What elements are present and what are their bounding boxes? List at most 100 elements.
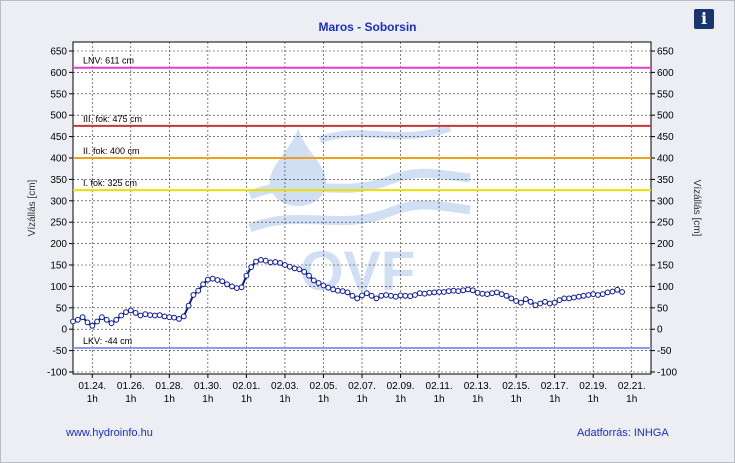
series-point <box>349 292 356 299</box>
y-tick-label: 50 <box>56 303 68 314</box>
x-tick-hour: 1h <box>511 394 522 405</box>
series-point <box>344 289 351 296</box>
series-point <box>262 257 269 264</box>
x-tick-label: 02.19. <box>579 381 607 392</box>
series-point <box>214 277 221 283</box>
series-point <box>94 318 100 325</box>
ref-label-fok3: III. fok: 475 cm <box>83 114 142 124</box>
x-tick-hour: 1h <box>356 394 367 405</box>
y-tick-label: 600 <box>50 68 67 79</box>
x-tick-hour: 1h <box>588 394 599 405</box>
y-tick-label: 250 <box>50 218 67 229</box>
y-tick-label: -100 <box>47 368 67 379</box>
x-tick-hour: 1h <box>125 394 136 405</box>
y-tick-label: 0 <box>657 325 663 336</box>
series-point <box>103 316 110 323</box>
info-icon[interactable]: i <box>694 9 714 29</box>
series-point <box>373 295 380 302</box>
y-tick-label: 0 <box>61 325 67 336</box>
series-point <box>508 295 515 302</box>
series-point <box>142 311 149 318</box>
series-point <box>253 258 259 265</box>
series-point <box>445 288 452 295</box>
series-point <box>363 290 370 297</box>
ref-label-lkv: LKV: -44 cm <box>83 336 132 346</box>
series-point <box>166 314 173 321</box>
y-tick-label: 400 <box>50 154 67 165</box>
series-point <box>388 292 394 299</box>
y-axis-title-left: Vízállás [cm] <box>27 179 38 236</box>
series-point <box>455 288 462 295</box>
series-point <box>301 268 308 275</box>
series-point <box>84 319 91 326</box>
series-point <box>619 289 625 295</box>
series-point <box>137 312 144 319</box>
series-point <box>161 313 168 320</box>
x-tick-label: 02.17. <box>541 381 569 392</box>
series-point <box>113 316 120 323</box>
series-point <box>580 292 587 299</box>
series-point <box>436 289 443 295</box>
series-point <box>176 316 182 322</box>
series-point <box>407 293 414 300</box>
series-point <box>604 289 611 296</box>
x-axis: 01.24. 1h 01.26. 1h 01.28. 1h 01.30. 1h 02.01. 1h… <box>78 374 646 405</box>
series-point <box>503 292 510 299</box>
website-link[interactable]: www.hydroinfo.hu <box>66 427 153 439</box>
series-point <box>320 282 327 289</box>
y-tick-label: 500 <box>50 111 67 122</box>
series-point <box>224 281 231 288</box>
y-tick-label: -50 <box>657 346 672 357</box>
series-point <box>595 292 601 298</box>
series-point <box>79 314 86 321</box>
series-point <box>330 286 337 293</box>
series-point <box>306 272 312 279</box>
series-point <box>335 287 341 294</box>
y-tick-label: 250 <box>657 218 674 229</box>
x-tick-hour: 1h <box>87 394 98 405</box>
y-tick-label: 500 <box>657 111 674 122</box>
series-point <box>402 292 409 299</box>
series-point <box>180 313 187 320</box>
series-point <box>229 283 235 290</box>
x-tick-hour: 1h <box>472 394 483 405</box>
series-point <box>89 322 96 329</box>
reference-lines: LNV: 611 cm III. fok: 475 cm II. fok: 400 … <box>73 56 651 350</box>
series-point <box>479 290 486 297</box>
x-tick-label: 02.21. <box>618 381 646 392</box>
series-point <box>383 292 390 298</box>
series-point <box>205 276 211 283</box>
series-point <box>359 292 365 299</box>
series-point <box>258 257 264 263</box>
x-tick-label: 01.28. <box>155 381 183 392</box>
series-point <box>127 307 134 314</box>
series-point <box>522 296 529 303</box>
y-tick-label: 50 <box>657 303 669 314</box>
series-point <box>585 292 592 298</box>
x-tick-hour: 1h <box>164 394 175 405</box>
series-point <box>291 265 298 272</box>
series-point <box>426 289 433 296</box>
series-point <box>575 293 582 300</box>
y-tick-label: -100 <box>657 368 677 379</box>
series-point <box>614 286 621 293</box>
y-tick-label: 200 <box>657 239 674 250</box>
series-point <box>310 277 317 284</box>
series-point <box>542 298 548 305</box>
series-point <box>416 290 423 297</box>
series-point <box>185 302 192 309</box>
ref-label-fok2: II. fok: 400 cm <box>83 146 140 156</box>
series-point <box>532 302 539 309</box>
series-point <box>272 259 279 265</box>
y-tick-label: 650 <box>657 47 674 58</box>
series-point <box>494 289 500 296</box>
y-tick-label: 150 <box>657 261 674 272</box>
series-point <box>195 287 202 294</box>
series-point <box>450 287 457 294</box>
series-point <box>498 291 505 298</box>
y-tick-label: 450 <box>657 132 674 143</box>
x-tick-label: 02.07. <box>348 381 376 392</box>
series-point <box>421 290 428 297</box>
y-tick-label: 100 <box>50 282 67 293</box>
